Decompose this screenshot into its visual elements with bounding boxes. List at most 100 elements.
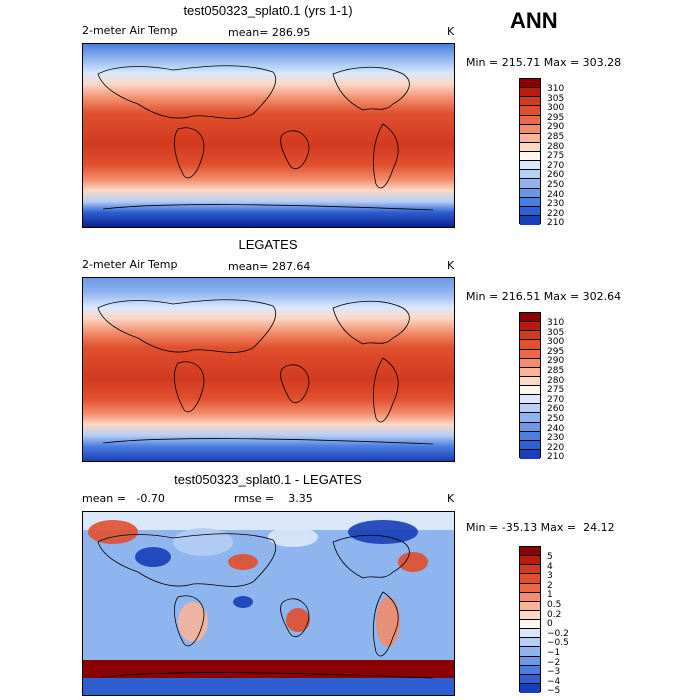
- panel2-colorbar: [519, 312, 541, 459]
- colorbar-tick-label: 275: [547, 385, 565, 396]
- colorbar-tick-label: 3: [547, 571, 553, 582]
- colorbar-box: [520, 206, 540, 216]
- colorbar-box: [520, 340, 540, 350]
- colorbar-tick-label: 285: [547, 131, 565, 142]
- colorbar-tick-label: 270: [547, 160, 565, 171]
- colorbar-tick-label: 270: [547, 394, 565, 405]
- colorbar-box: [520, 583, 540, 593]
- colorbar-tick-label: 285: [547, 365, 565, 376]
- colorbar-box: [520, 79, 540, 89]
- panel1-colorbar-ticks: 310 305 300 295 290 285 280 275 270 260 250 240 230 2…: [547, 84, 564, 228]
- colorbar-tick-label: 295: [547, 346, 565, 357]
- colorbar-box: [520, 331, 540, 341]
- colorbar-tick-label: −4: [547, 676, 561, 687]
- colorbar-box: [520, 665, 540, 675]
- colorbar-box: [520, 133, 540, 143]
- panel2-map-svg: [83, 278, 454, 461]
- colorbar-tick-label: 250: [547, 413, 565, 424]
- colorbar-box: [520, 565, 540, 575]
- colorbar-tick-label: 1: [547, 590, 553, 601]
- colorbar-box: [520, 413, 540, 423]
- colorbar-box: [520, 610, 540, 620]
- colorbar-tick-label: 280: [547, 375, 565, 386]
- colorbar-tick-label: 305: [547, 93, 565, 104]
- colorbar-tick-label: 295: [547, 112, 565, 123]
- colorbar-box: [520, 556, 540, 566]
- colorbar-box: [520, 179, 540, 189]
- colorbar-box: [520, 440, 540, 450]
- colorbar-tick-label: 240: [547, 423, 565, 434]
- colorbar-box: [520, 422, 540, 432]
- colorbar-tick-label: 220: [547, 442, 565, 453]
- colorbar-box: [520, 638, 540, 648]
- panel3-map: [82, 511, 455, 696]
- colorbar-tick-label: 310: [547, 84, 565, 94]
- colorbar-tick-label: 290: [547, 356, 565, 367]
- colorbar-tick-label: 280: [547, 141, 565, 152]
- colorbar-tick-label: 230: [547, 433, 565, 444]
- colorbar-box: [520, 322, 540, 332]
- colorbar-tick-label: 0.5: [547, 599, 562, 610]
- colorbar-tick-label: 210: [547, 452, 565, 463]
- panel3-minmax: Min = -35.13 Max = 24.12: [466, 521, 615, 534]
- colorbar-box: [520, 376, 540, 386]
- colorbar-tick-label: 300: [547, 103, 565, 114]
- colorbar-box: [520, 349, 540, 359]
- colorbar-tick-label: −5: [547, 686, 561, 697]
- panel3-rmse: rmse = 3.35: [234, 492, 313, 505]
- colorbar-tick-label: 300: [547, 337, 565, 348]
- colorbar-tick-label: 250: [547, 179, 565, 190]
- panel3-mean: mean = -0.70: [82, 492, 165, 505]
- colorbar-box: [520, 142, 540, 152]
- colorbar-tick-label: 230: [547, 199, 565, 210]
- colorbar-tick-label: −0.5: [547, 638, 569, 649]
- colorbar-box: [520, 88, 540, 98]
- panel1-colorbar: [519, 78, 541, 225]
- colorbar-box: [520, 188, 540, 198]
- colorbar-tick-label: 210: [547, 218, 565, 229]
- colorbar-tick-label: −0.2: [547, 628, 569, 639]
- colorbar-box: [520, 358, 540, 368]
- panel2-units: K: [447, 259, 455, 272]
- panel1-variable: 2-meter Air Temp: [82, 24, 178, 37]
- colorbar-tick-label: 260: [547, 404, 565, 415]
- colorbar-box: [520, 574, 540, 584]
- panel2-title: LEGATES: [238, 237, 298, 252]
- colorbar-tick-label: 0: [547, 619, 553, 630]
- colorbar-box: [520, 215, 540, 225]
- panel2-variable: 2-meter Air Temp: [82, 258, 178, 271]
- colorbar-box: [520, 161, 540, 171]
- colorbar-tick-label: 5: [547, 552, 553, 562]
- colorbar-box: [520, 115, 540, 125]
- colorbar-tick-label: 260: [547, 170, 565, 181]
- panel1-title: test050323_splat0.1 (yrs 1-1): [183, 3, 353, 18]
- colorbar-tick-label: −3: [547, 667, 561, 678]
- panel1-units: K: [447, 25, 455, 38]
- panel3-colorbar: [519, 546, 541, 693]
- colorbar-box: [520, 620, 540, 630]
- colorbar-tick-label: 275: [547, 151, 565, 162]
- colorbar-tick-label: 220: [547, 208, 565, 219]
- colorbar-box: [520, 395, 540, 405]
- colorbar-tick-label: −1: [547, 647, 561, 658]
- colorbar-box: [520, 656, 540, 666]
- colorbar-box: [520, 601, 540, 611]
- panel1-minmax: Min = 215.71 Max = 303.28: [466, 56, 622, 69]
- colorbar-box: [520, 547, 540, 557]
- colorbar-box: [520, 197, 540, 207]
- panel2-map: [82, 277, 455, 462]
- colorbar-box: [520, 106, 540, 116]
- colorbar-tick-label: 2: [547, 580, 553, 591]
- panel3-map-svg: [83, 512, 454, 695]
- colorbar-box: [520, 629, 540, 639]
- colorbar-box: [520, 674, 540, 684]
- panel1-mean: mean= 286.95: [228, 26, 311, 39]
- panel2-colorbar-ticks: 310 305 300 295 290 285 280 275 270 260 250 240 230 2…: [547, 318, 564, 462]
- colorbar-box: [520, 592, 540, 602]
- colorbar-box: [520, 124, 540, 134]
- colorbar-box: [520, 431, 540, 441]
- panel1-map: [82, 43, 455, 228]
- panel2-mean: mean= 287.64: [228, 260, 311, 273]
- panel1-map-svg: [83, 44, 454, 227]
- colorbar-tick-label: −2: [547, 657, 561, 668]
